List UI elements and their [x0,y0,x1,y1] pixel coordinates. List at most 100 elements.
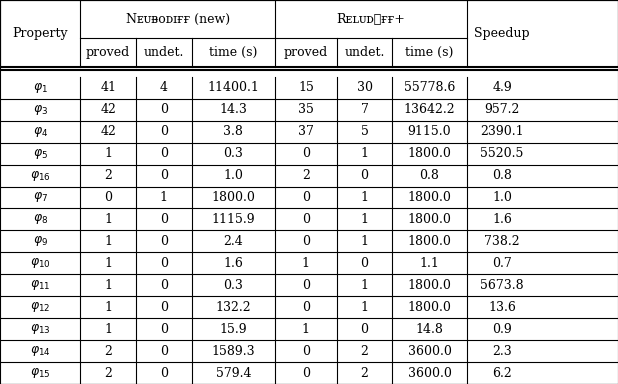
Text: 0: 0 [160,169,167,182]
Text: 2: 2 [361,367,368,379]
Text: 579.4: 579.4 [216,367,251,379]
Text: 1800.0: 1800.0 [408,147,451,160]
Text: Rᴇʟᴜᴅ⚠ғғ+: Rᴇʟᴜᴅ⚠ғғ+ [336,13,405,26]
Text: 9115.0: 9115.0 [408,125,451,138]
Text: 1.0: 1.0 [492,191,512,204]
Text: 1: 1 [302,257,310,270]
Text: 1.1: 1.1 [420,257,439,270]
Text: 1: 1 [361,191,368,204]
Text: 1: 1 [361,235,368,248]
Text: 132.2: 132.2 [216,301,251,314]
Text: $\varphi_{4}$: $\varphi_{4}$ [33,125,48,139]
Text: 0: 0 [302,213,310,226]
Text: 0.3: 0.3 [223,147,243,160]
Text: $\varphi_{10}$: $\varphi_{10}$ [30,256,51,270]
Text: 0: 0 [302,344,310,358]
Text: 1: 1 [104,257,112,270]
Text: 0: 0 [160,323,167,336]
Text: 2: 2 [104,169,112,182]
Text: 1: 1 [361,279,368,292]
Text: 11400.1: 11400.1 [208,81,259,94]
Text: 0: 0 [160,213,167,226]
Text: 5520.5: 5520.5 [480,147,524,160]
Text: $\varphi_{16}$: $\varphi_{16}$ [30,169,51,182]
Text: $\varphi_{14}$: $\varphi_{14}$ [30,344,51,358]
Text: 2: 2 [302,169,310,182]
Text: 1: 1 [104,235,112,248]
Text: 14.3: 14.3 [219,103,247,116]
Text: 42: 42 [100,103,116,116]
Text: $\varphi_{5}$: $\varphi_{5}$ [33,147,48,161]
Text: 5: 5 [361,125,368,138]
Text: 2: 2 [104,344,112,358]
Text: 0: 0 [160,147,167,160]
Text: 0: 0 [361,323,368,336]
Text: 13642.2: 13642.2 [404,103,455,116]
Text: 1800.0: 1800.0 [408,235,451,248]
Text: 2390.1: 2390.1 [480,125,524,138]
Text: 15.9: 15.9 [219,323,247,336]
Text: undet.: undet. [344,46,385,59]
Text: 0: 0 [361,169,368,182]
Text: undet.: undet. [143,46,184,59]
Text: $\varphi_{8}$: $\varphi_{8}$ [33,212,48,227]
Text: 55778.6: 55778.6 [404,81,455,94]
Text: Speedup: Speedup [474,27,530,40]
Text: $\varphi_{3}$: $\varphi_{3}$ [33,103,48,117]
Text: 15: 15 [298,81,314,94]
Text: 5673.8: 5673.8 [480,279,524,292]
Text: 738.2: 738.2 [485,235,520,248]
Text: 0.3: 0.3 [223,279,243,292]
Text: Nᴇᴜᴃᴏᴅɪғғ (new): Nᴇᴜᴃᴏᴅɪғғ (new) [125,13,230,26]
Text: 0: 0 [160,301,167,314]
Text: 0: 0 [160,103,167,116]
Text: 1.6: 1.6 [223,257,243,270]
Text: 1589.3: 1589.3 [211,344,255,358]
Text: proved: proved [86,46,130,59]
Text: 2: 2 [361,344,368,358]
Text: 2: 2 [104,367,112,379]
Text: 1.6: 1.6 [492,213,512,226]
Text: 1: 1 [302,323,310,336]
Text: 0: 0 [160,257,167,270]
Text: 0: 0 [361,257,368,270]
Text: 7: 7 [361,103,368,116]
Text: 4: 4 [160,81,167,94]
Text: 0: 0 [160,344,167,358]
Text: 3.8: 3.8 [223,125,243,138]
Text: 0.8: 0.8 [420,169,439,182]
Text: $\varphi_{7}$: $\varphi_{7}$ [33,190,48,205]
Text: 1: 1 [361,147,368,160]
Text: 0: 0 [160,235,167,248]
Text: 1: 1 [361,301,368,314]
Text: $\varphi_{12}$: $\varphi_{12}$ [30,300,51,314]
Text: 2.4: 2.4 [224,235,243,248]
Text: $\varphi_{13}$: $\varphi_{13}$ [30,322,51,336]
Text: 0: 0 [302,191,310,204]
Text: 0: 0 [160,279,167,292]
Text: 3600.0: 3600.0 [408,367,451,379]
Text: 6.2: 6.2 [493,367,512,379]
Text: $\varphi_{15}$: $\varphi_{15}$ [30,366,51,380]
Text: 1: 1 [104,279,112,292]
Text: 0.9: 0.9 [493,323,512,336]
Text: Property: Property [12,27,68,40]
Text: 0: 0 [160,367,167,379]
Text: 0: 0 [302,367,310,379]
Text: 14.8: 14.8 [415,323,444,336]
Text: $\varphi_{9}$: $\varphi_{9}$ [33,234,48,248]
Text: 1: 1 [104,323,112,336]
Text: 1.0: 1.0 [223,169,243,182]
Text: 30: 30 [357,81,373,94]
Text: 1: 1 [361,213,368,226]
Text: 957.2: 957.2 [485,103,520,116]
Text: 41: 41 [100,81,116,94]
Text: 0: 0 [302,147,310,160]
Text: 0: 0 [302,279,310,292]
Text: 0: 0 [302,235,310,248]
Text: 1800.0: 1800.0 [408,191,451,204]
Text: 0: 0 [302,301,310,314]
Text: time (s): time (s) [209,46,258,59]
Text: 4.9: 4.9 [493,81,512,94]
Text: 0.7: 0.7 [493,257,512,270]
